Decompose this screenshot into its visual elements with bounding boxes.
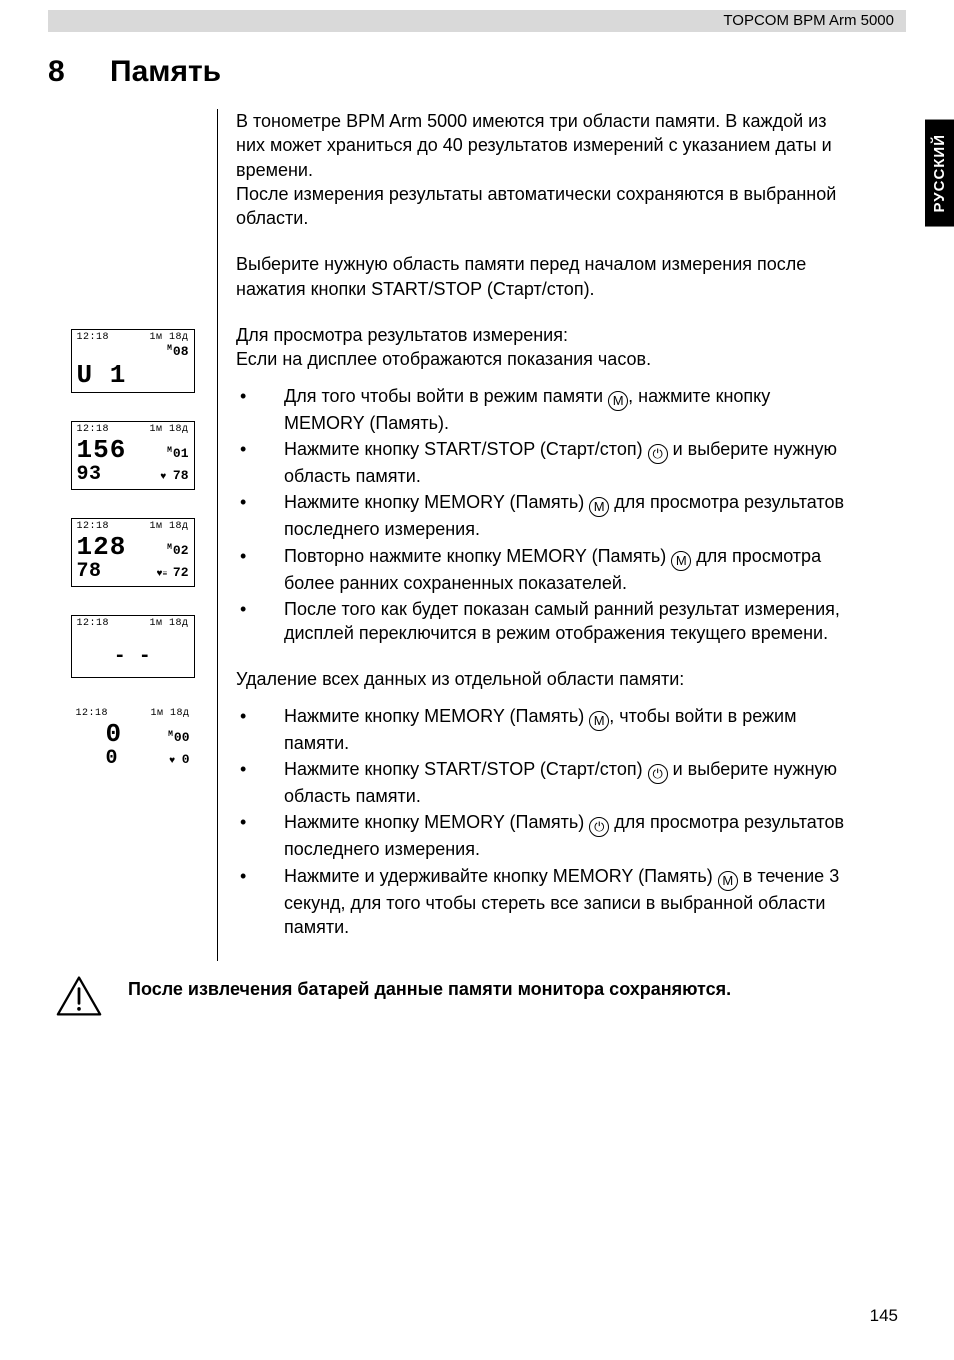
lcd-column: 12:181м 18д M08 U 1 12:181м 18д 156M01 9… — [48, 109, 218, 961]
list-item: •Нажмите кнопку MEMORY (Память) ⏻ для пр… — [236, 810, 848, 861]
memory-button-icon: M — [589, 711, 609, 731]
heart-icon: ♥ — [160, 472, 166, 483]
bullet-text: Нажмите кнопку START/STOP (Старт/стоп) ⏻… — [284, 757, 848, 808]
bullet-dot: • — [236, 384, 284, 435]
lcd-screen-5: 12:181м 18д 0M00 0♥ 0 — [71, 706, 195, 773]
memory-button-icon: M — [671, 551, 691, 571]
bullet-text: Для того чтобы войти в режим памяти M, н… — [284, 384, 848, 435]
view-intro: Для просмотра результатов измерения: Есл… — [236, 323, 848, 372]
lcd-empty: - - — [77, 647, 189, 667]
bullet-dot: • — [236, 490, 284, 541]
memory-button-icon: M — [608, 391, 628, 411]
bullet-dot: • — [236, 544, 284, 595]
lcd-mem: 08 — [173, 344, 189, 359]
bullet-dot: • — [236, 597, 284, 646]
language-tab: РУССКИЙ — [925, 120, 954, 227]
bullet-dot: • — [236, 810, 284, 861]
lcd-screen-3: 12:181м 18д 128M02 78♥≡ 72 — [71, 518, 195, 587]
select-zone-para: Выберите нужную область памяти перед нач… — [236, 252, 848, 301]
heart-icon: ♥ — [169, 756, 175, 767]
warning-icon — [56, 975, 102, 1022]
section-title: Память — [110, 55, 221, 88]
power-button-icon: ⏻ — [648, 764, 668, 784]
bullet-text: Нажмите кнопку MEMORY (Память) ⏻ для про… — [284, 810, 848, 861]
power-button-icon: ⏻ — [648, 444, 668, 464]
bullet-text: Нажмите кнопку MEMORY (Память) M, чтобы … — [284, 704, 848, 755]
bars-icon: ≡ — [162, 570, 166, 579]
delete-bullet-list: •Нажмите кнопку MEMORY (Память) M, чтобы… — [236, 704, 848, 939]
memory-button-icon: M — [718, 871, 738, 891]
page-number: 145 — [870, 1306, 898, 1326]
memory-button-icon: M — [589, 497, 609, 517]
lcd-sys: 156 — [77, 437, 127, 463]
bullet-dot: • — [236, 864, 284, 940]
bullet-dot: • — [236, 704, 284, 755]
lcd-pulse: 78 — [173, 468, 189, 483]
intro-para: В тонометре BPM Arm 5000 имеются три обл… — [236, 109, 848, 230]
list-item: •Повторно нажмите кнопку MEMORY (Память)… — [236, 544, 848, 595]
content-column: В тонометре BPM Arm 5000 имеются три обл… — [236, 109, 906, 961]
bullet-dot: • — [236, 757, 284, 808]
bullet-dot: • — [236, 437, 284, 488]
power-button-icon: ⏻ — [589, 817, 609, 837]
lcd-screen-2: 12:181м 18д 156M01 93♥ 78 — [71, 421, 195, 490]
product-name: TOPCOM BPM Arm 5000 — [48, 12, 906, 29]
list-item: •Нажмите кнопку MEMORY (Память) M для пр… — [236, 490, 848, 541]
list-item: •Нажмите и удерживайте кнопку MEMORY (Па… — [236, 864, 848, 940]
section-number: 8 — [48, 55, 110, 89]
bullet-text: Повторно нажмите кнопку MEMORY (Память) … — [284, 544, 848, 595]
lcd-date: 1м 18д — [149, 333, 188, 343]
warning-text: После извлечения батарей данные памяти м… — [128, 975, 731, 1001]
lcd-screen-4: 12:181м 18д - - — [71, 615, 195, 678]
bullet-text: Нажмите кнопку MEMORY (Память) M для про… — [284, 490, 848, 541]
section-heading: 8Память — [48, 55, 906, 89]
lcd-dia: 93 — [77, 465, 102, 485]
lcd-user: U 1 — [77, 362, 189, 388]
delete-intro: Удаление всех данных из отдельной област… — [236, 667, 848, 691]
list-item: •Нажмите кнопку START/STOP (Старт/стоп) … — [236, 757, 848, 808]
lcd-time: 12:18 — [77, 333, 110, 343]
bullet-text: После того как будет показан самый ранни… — [284, 597, 848, 646]
list-item: •Нажмите кнопку MEMORY (Память) M, чтобы… — [236, 704, 848, 755]
list-item: •После того как будет показан самый ранн… — [236, 597, 848, 646]
warning-row: После извлечения батарей данные памяти м… — [48, 975, 906, 1022]
bullet-text: Нажмите кнопку START/STOP (Старт/стоп) ⏻… — [284, 437, 848, 488]
bullet-text: Нажмите и удерживайте кнопку MEMORY (Пам… — [284, 864, 848, 940]
list-item: •Нажмите кнопку START/STOP (Старт/стоп) … — [236, 437, 848, 488]
lcd-screen-1: 12:181м 18д M08 U 1 — [71, 329, 195, 393]
view-bullet-list: •Для того чтобы войти в режим памяти M, … — [236, 384, 848, 646]
list-item: •Для того чтобы войти в режим памяти M, … — [236, 384, 848, 435]
